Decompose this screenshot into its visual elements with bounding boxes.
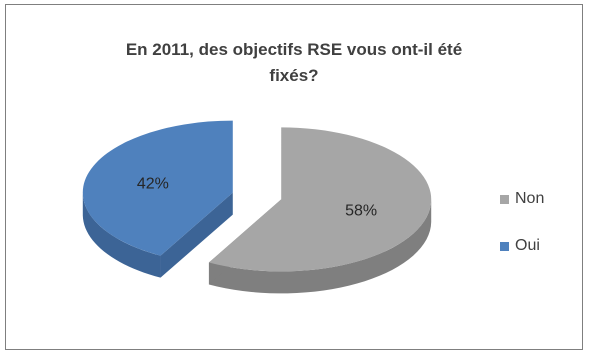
slice-face-oui-0 <box>160 192 233 278</box>
slice-oui: 42% <box>82 120 233 278</box>
slice-top-oui <box>82 120 233 256</box>
slice-label-oui: 42% <box>137 176 169 193</box>
legend-swatch-non <box>500 194 509 204</box>
slice-side-oui <box>82 193 161 278</box>
legend-item-non: Non <box>500 189 544 209</box>
legend-label-oui: Oui <box>515 237 540 254</box>
slice-non: 58% <box>208 127 432 294</box>
chart-title: En 2011, des objectifs RSE vous ont-il é… <box>125 40 463 85</box>
legend-swatch-oui <box>500 241 509 251</box>
legend-label-non: Non <box>515 190 545 207</box>
legend: Non Oui <box>500 189 544 283</box>
slice-top-non <box>208 127 432 272</box>
legend-item-oui: Oui <box>500 236 544 256</box>
slice-label-non: 58% <box>345 202 377 219</box>
slice-side-non <box>208 200 432 294</box>
